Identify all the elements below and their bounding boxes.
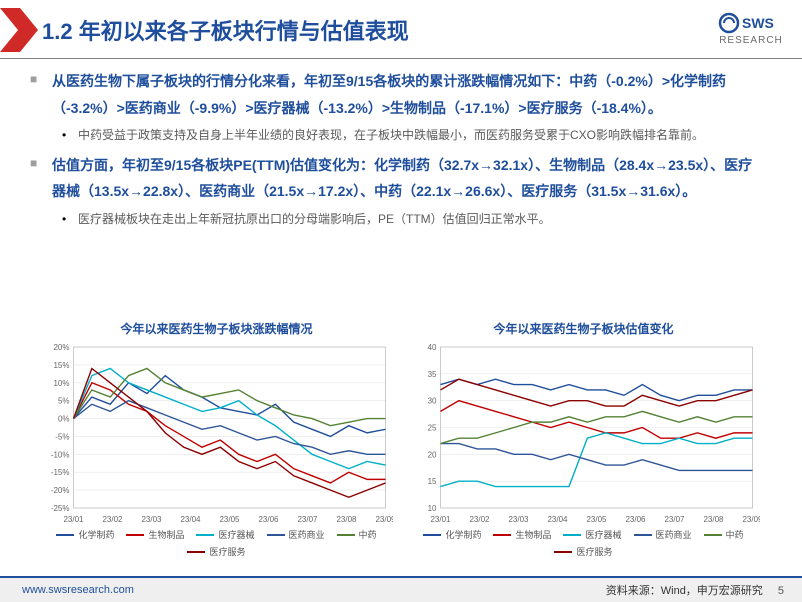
svg-text:25: 25 [428,424,437,433]
legend-swatch [554,551,572,553]
legend-swatch [423,534,441,536]
svg-text:23/02: 23/02 [469,515,490,524]
svg-text:-15%: -15% [51,468,70,477]
chart-left-svg: -25% -20% -15% -10% -5% 0% 5% 10% 15% 20% 23/01 23/… [40,341,393,526]
svg-text:35: 35 [428,370,437,379]
legend-label: 医疗服务 [576,545,612,558]
chart-right-svg: 10 15 20 25 30 35 40 23/01 23/02 23/03 23/04 23/05 2… [407,341,760,526]
svg-text:20%: 20% [53,343,69,352]
chart-right-title: 今年以来医药生物子板块估值变化 [407,320,760,337]
chart-left-legend: 化学制药 生物制品 医疗器械 医药商业 中药医疗服务 [40,528,393,558]
logo-icon: SWS [718,12,784,34]
svg-text:23/03: 23/03 [508,515,529,524]
legend-swatch [634,534,652,536]
chart-right: 今年以来医药生物子板块估值变化 10 15 20 25 30 35 40 23/01 23/02… [407,320,760,558]
svg-text:10: 10 [428,504,437,513]
bullet-2-sub: 医疗器械板块在走出上年新冠抗原出口的分母端影响后，PE（TTM）估值回归正常水平… [78,209,762,229]
legend-label: 医药商业 [656,528,692,541]
legend-item: 生物制品 [126,528,184,541]
slide-title: 1.2 年初以来各子板块行情与估值表现 [42,14,409,46]
legend-label: 医疗器械 [218,528,254,541]
svg-text:20: 20 [428,450,437,459]
footer-source: 资料来源：Wind，申万宏源研究 [606,585,763,597]
legend-label: 医药商业 [289,528,325,541]
arrow-icon [0,8,38,52]
svg-text:23/08: 23/08 [336,515,357,524]
svg-text:0%: 0% [58,415,70,424]
svg-text:23/01: 23/01 [430,515,451,524]
svg-text:-20%: -20% [51,486,70,495]
svg-text:23/05: 23/05 [219,515,240,524]
svg-text:23/09: 23/09 [375,515,393,524]
charts-row: 今年以来医药生物子板块涨跌幅情况 -25% -20% -15% -10% -5% 0% 5%… [40,320,760,558]
legend-item: 化学制药 [56,528,114,541]
legend-swatch [337,534,355,536]
legend-label: 中药 [359,528,377,541]
footer-url: www.swsresearch.com [22,584,134,596]
legend-item: 生物制品 [493,528,551,541]
legend-label: 医疗服务 [209,545,245,558]
legend-item: 中药 [337,528,377,541]
legend-item: 医疗服务 [187,545,245,558]
header-divider [0,58,802,59]
chart-right-legend: 化学制药 生物制品 医疗器械 医药商业 中药医疗服务 [407,528,760,558]
page-number: 5 [778,585,784,597]
legend-label: 化学制药 [78,528,114,541]
bullet-2: 估值方面，年初至9/15各板块PE(TTM)估值变化为：化学制药（32.7x→3… [52,152,762,205]
svg-text:15: 15 [428,477,437,486]
footer-right: 资料来源：Wind，申万宏源研究 5 [606,582,784,598]
legend-swatch [493,534,511,536]
legend-item: 医疗器械 [196,528,254,541]
legend-swatch [563,534,581,536]
bullet-1: 从医药生物下属子板块的行情分化来看，年初至9/15各板块的累计涨跌幅情况如下：中… [52,68,762,121]
svg-text:23/09: 23/09 [742,515,760,524]
legend-item: 医药商业 [267,528,325,541]
legend-label: 化学制药 [445,528,481,541]
chart-left-title: 今年以来医药生物子板块涨跌幅情况 [40,320,393,337]
legend-item: 化学制药 [423,528,481,541]
slide: 1.2 年初以来各子板块行情与估值表现 SWS RESEARCH 从医药生物下属… [0,0,802,602]
svg-text:23/03: 23/03 [141,515,162,524]
legend-label: 中药 [726,528,744,541]
legend-item: 医疗服务 [554,545,612,558]
svg-text:23/06: 23/06 [625,515,646,524]
svg-text:-25%: -25% [51,504,70,513]
svg-text:23/07: 23/07 [297,515,318,524]
legend-swatch [187,551,205,553]
svg-text:30: 30 [428,397,437,406]
svg-text:23/04: 23/04 [547,515,568,524]
logo-main-text: SWS [742,15,774,31]
svg-text:23/08: 23/08 [703,515,724,524]
bullet-1-sub: 中药受益于政策支持及自身上半年业绩的良好表现，在子板块中跌幅最小，而医药服务受累… [78,125,762,145]
svg-text:5%: 5% [58,397,70,406]
svg-text:23/01: 23/01 [63,515,84,524]
content: 从医药生物下属子板块的行情分化来看，年初至9/15各板块的累计涨跌幅情况如下：中… [0,68,802,235]
legend-item: 医药商业 [634,528,692,541]
logo-sub-text: RESEARCH [718,35,784,46]
header: 1.2 年初以来各子板块行情与估值表现 SWS RESEARCH [0,0,802,58]
legend-swatch [126,534,144,536]
legend-swatch [56,534,74,536]
legend-item: 医疗器械 [563,528,621,541]
legend-swatch [704,534,722,536]
logo: SWS RESEARCH [718,12,784,46]
legend-label: 医疗器械 [585,528,621,541]
svg-text:23/07: 23/07 [664,515,685,524]
chart-left: 今年以来医药生物子板块涨跌幅情况 -25% -20% -15% -10% -5% 0% 5%… [40,320,393,558]
svg-text:23/02: 23/02 [102,515,123,524]
svg-text:23/06: 23/06 [258,515,279,524]
svg-text:23/04: 23/04 [180,515,201,524]
svg-text:-5%: -5% [55,432,69,441]
svg-text:23/05: 23/05 [586,515,607,524]
svg-text:10%: 10% [53,379,69,388]
legend-label: 生物制品 [515,528,551,541]
svg-text:15%: 15% [53,361,69,370]
svg-text:-10%: -10% [51,450,70,459]
legend-swatch [196,534,214,536]
legend-label: 生物制品 [148,528,184,541]
svg-text:40: 40 [428,343,437,352]
legend-swatch [267,534,285,536]
legend-item: 中药 [704,528,744,541]
footer: www.swsresearch.com 资料来源：Wind，申万宏源研究 5 [0,576,802,602]
